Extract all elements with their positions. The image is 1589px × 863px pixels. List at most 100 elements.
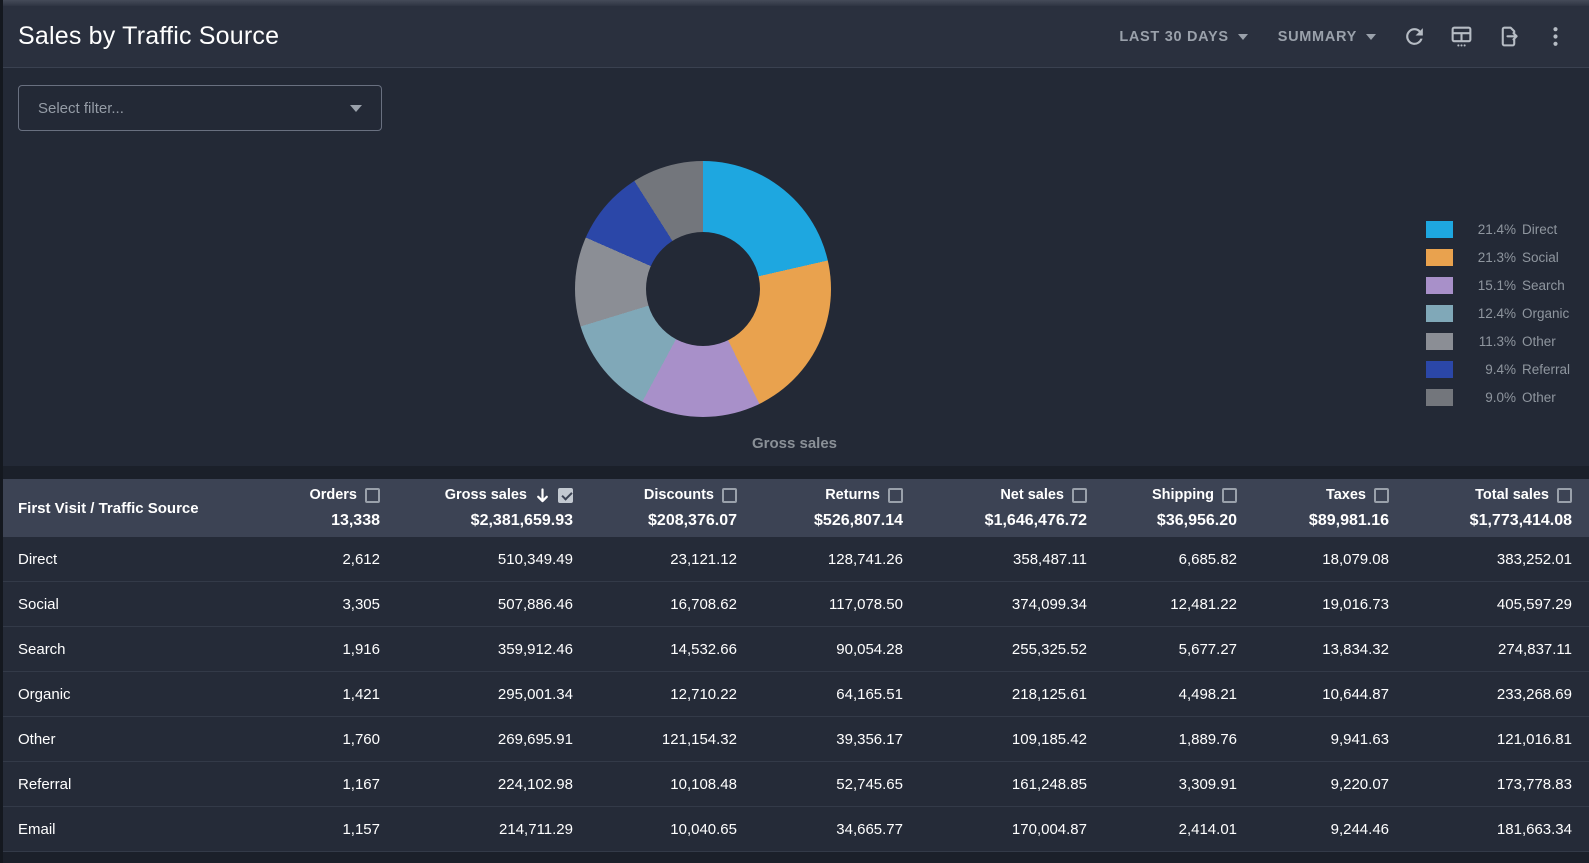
chart-legend: 21.4% Direct 21.3% Social 15.1% Search 12.4% Or… [1425, 215, 1570, 411]
cell: 5,677.27 [1178, 640, 1237, 658]
filter-select[interactable]: Select filter... [18, 85, 382, 131]
column-total-gross-sales: $2,381,659.93 [470, 512, 573, 529]
cell: 9,941.63 [1330, 730, 1389, 748]
column-header-label: Taxes [1325, 487, 1366, 503]
cell: 10,108.48 [670, 775, 737, 793]
legend-label: Referral [1521, 361, 1570, 377]
chevron-down-icon [1237, 33, 1248, 40]
kebab-menu-button[interactable] [1532, 16, 1579, 57]
cell: 383,252.01 [1496, 550, 1572, 568]
legend-swatch [1425, 360, 1453, 378]
cell: 12,481.22 [1170, 595, 1237, 613]
date-range-button[interactable]: LAST 30 DAYS [1104, 19, 1262, 55]
cell: 181,663.34 [1496, 820, 1572, 838]
table-row: Social 3,305 507,886.46 16,708.62 117,078.50… [0, 582, 1589, 627]
donut-chart[interactable] [575, 161, 831, 417]
refresh-button[interactable] [1391, 16, 1438, 57]
column-total-orders: 13,338 [331, 512, 380, 529]
column-header-orders[interactable]: Orders [240, 482, 380, 508]
legend-swatch [1425, 388, 1453, 406]
column-header-label: Total sales [1475, 487, 1549, 503]
column-header-shipping[interactable]: Shipping [1087, 482, 1237, 508]
cell: 109,185.42 [1011, 730, 1087, 748]
total-sales-checkbox[interactable] [1557, 487, 1572, 503]
window-left-edge [0, 0, 3, 863]
cell: 295,001.34 [497, 685, 573, 703]
view-mode-label: SUMMARY [1277, 28, 1357, 45]
page-title: Sales by Traffic Source [18, 22, 280, 50]
legend-item[interactable]: 11.3% Other [1425, 327, 1570, 355]
column-header-taxes[interactable]: Taxes [1237, 482, 1389, 508]
chevron-down-icon [350, 104, 362, 112]
cell: 161,248.85 [1011, 775, 1087, 793]
legend-item[interactable]: 21.3% Social [1425, 243, 1570, 271]
first-column-header: First Visit / Traffic Source [18, 499, 199, 517]
cell: 269,695.91 [497, 730, 573, 748]
cell: 128,741.26 [827, 550, 903, 568]
cell: 173,778.83 [1496, 775, 1572, 793]
column-total-net-sales: $1,646,476.72 [984, 512, 1087, 529]
legend-item[interactable]: 9.0% Other [1425, 383, 1570, 411]
cell: 10,040.65 [670, 820, 737, 838]
legend-percent: 21.3% [1477, 249, 1516, 265]
legend-item[interactable]: 9.4% Referral [1425, 355, 1570, 383]
row-label: Email [18, 820, 56, 838]
column-total-taxes: $89,981.16 [1308, 512, 1389, 529]
cell: 34,665.77 [836, 820, 903, 838]
cell: 224,102.98 [497, 775, 573, 793]
cell: 3,305 [342, 595, 380, 613]
cell: 13,834.32 [1322, 640, 1389, 658]
discounts-checkbox[interactable] [722, 487, 737, 503]
legend-percent: 15.1% [1477, 277, 1516, 293]
column-header-returns[interactable]: Returns [737, 482, 903, 508]
cell: 510,349.49 [497, 550, 573, 568]
cell: 19,016.73 [1322, 595, 1389, 613]
chart-area: Gross sales 21.4% Direct 21.3% Social 15.1% S… [0, 140, 1589, 466]
cell: 121,154.32 [661, 730, 737, 748]
data-table: First Visit / Traffic Source Orders 13,338… [0, 479, 1589, 852]
view-mode-button[interactable]: SUMMARY [1263, 19, 1391, 55]
returns-checkbox[interactable] [888, 487, 903, 503]
chevron-down-icon [1366, 33, 1376, 40]
table-row: Other 1,760 269,695.91 121,154.32 39,356.17 1… [0, 717, 1589, 762]
cell: 117,078.50 [829, 595, 903, 613]
column-header-gross-sales[interactable]: Gross sales [380, 482, 573, 508]
legend-item[interactable]: 21.4% Direct [1425, 215, 1570, 243]
cell: 52,745.65 [836, 775, 903, 793]
table-header: First Visit / Traffic Source Orders 13,338… [0, 479, 1589, 537]
legend-item[interactable]: 15.1% Search [1425, 271, 1570, 299]
cell: 170,004.87 [1011, 820, 1087, 838]
export-button[interactable] [1485, 16, 1532, 57]
legend-item[interactable]: 12.4% Organic [1425, 299, 1570, 327]
sort-desc-icon [535, 487, 550, 504]
date-range-label: LAST 30 DAYS [1119, 28, 1229, 45]
table-row: Search 1,916 359,912.46 14,532.66 90,054.28 2… [0, 627, 1589, 672]
cell: 374,099.34 [1011, 595, 1087, 613]
column-header-discounts[interactable]: Discounts [573, 482, 737, 508]
legend-percent: 11.3% [1478, 333, 1516, 349]
net-sales-checkbox[interactable] [1072, 487, 1087, 503]
column-total-shipping: $36,956.20 [1156, 512, 1237, 529]
gross-sales-checkbox[interactable] [558, 487, 573, 503]
export-file-icon [1496, 24, 1521, 49]
cell: 507,886.46 [497, 595, 573, 613]
kebab-menu-icon [1543, 24, 1568, 49]
orders-checkbox[interactable] [365, 487, 380, 503]
table-body: Direct 2,612 510,349.49 23,121.12 128,741.26… [0, 537, 1589, 852]
cell: 121,016.81 [1496, 730, 1572, 748]
cell: 23,121.12 [670, 550, 737, 568]
summary-table-button[interactable] [1438, 16, 1485, 57]
column-header-total-sales[interactable]: Total sales [1389, 482, 1572, 508]
cell: 218,125.61 [1011, 685, 1087, 703]
section-divider [0, 466, 1589, 479]
filter-bar: Select filter... [0, 68, 1589, 140]
legend-label: Organic [1521, 305, 1570, 321]
legend-percent: 9.4% [1485, 361, 1516, 377]
shipping-checkbox[interactable] [1222, 487, 1237, 503]
taxes-checkbox[interactable] [1374, 487, 1389, 503]
cell: 18,079.08 [1322, 550, 1389, 568]
column-total-returns: $526,807.14 [814, 512, 903, 529]
cell: 359,912.46 [497, 640, 573, 658]
column-header-net-sales[interactable]: Net sales [903, 482, 1087, 508]
